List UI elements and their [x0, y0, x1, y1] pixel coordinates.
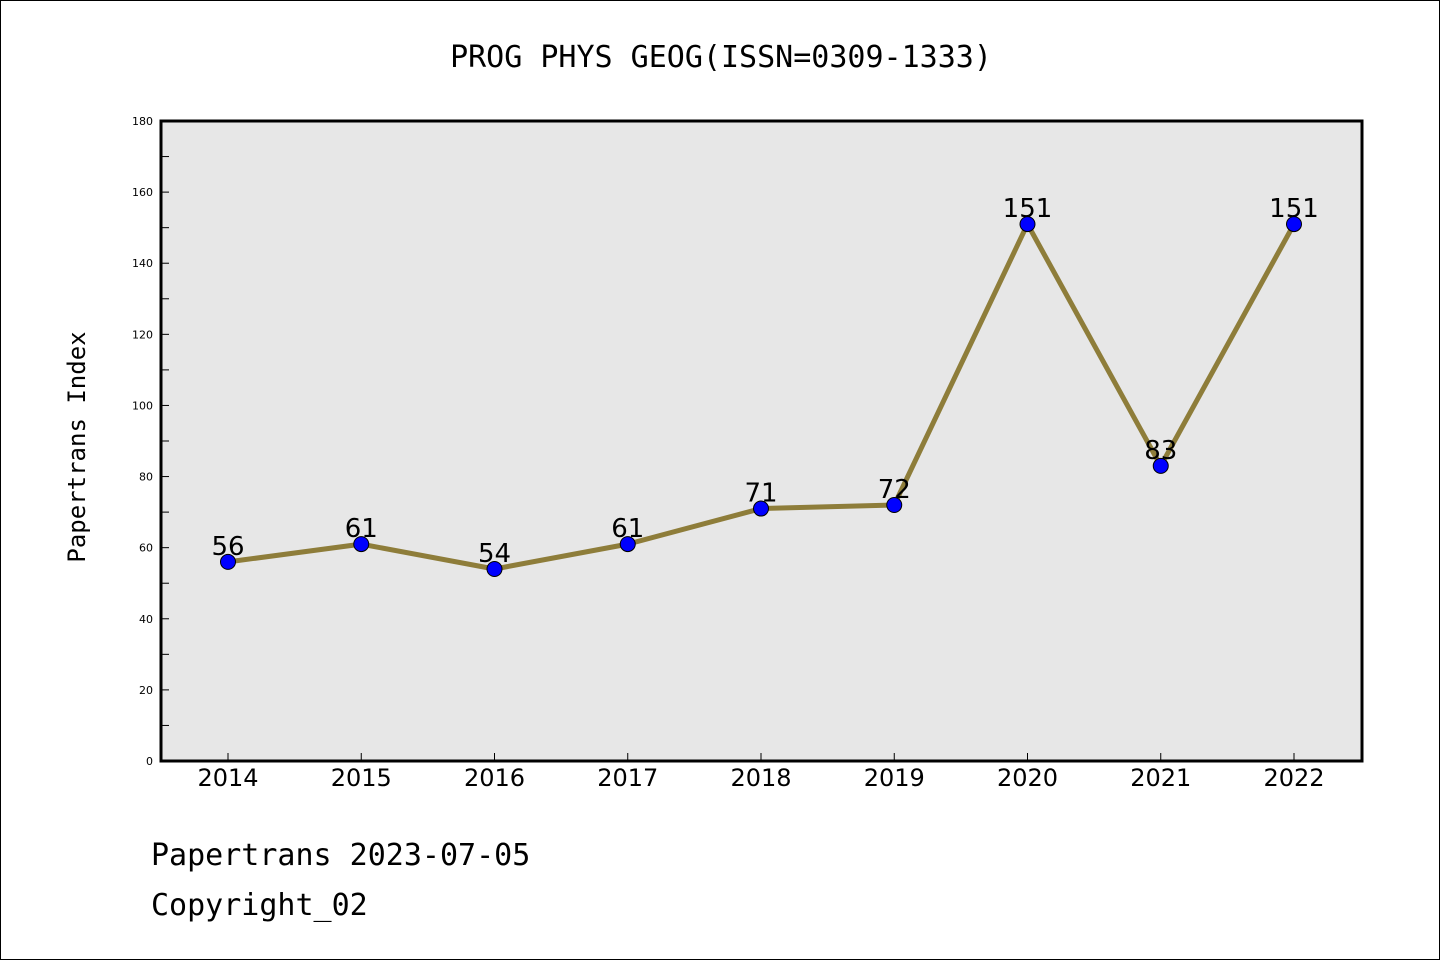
x-tick-label: 2016	[464, 764, 525, 792]
y-tick-label: 20	[139, 684, 153, 697]
marker-group	[220, 216, 1302, 577]
y-tick-label: 180	[132, 115, 153, 128]
data-point	[1286, 216, 1302, 233]
x-tick-label: 2018	[730, 764, 791, 792]
data-point	[486, 561, 503, 577]
y-tick-label: 80	[139, 471, 153, 484]
x-tick-label: 2021	[1130, 764, 1191, 792]
x-tick-label: 2022	[1263, 764, 1324, 792]
chart-title: PROG PHYS GEOG(ISSN=0309-1333)	[450, 40, 992, 75]
y-tick-label: 0	[146, 755, 153, 768]
footer-copyright: Copyright_02	[151, 888, 368, 923]
data-point	[353, 536, 370, 553]
data-point	[619, 536, 636, 553]
data-point	[220, 553, 236, 570]
x-axis: 2014 2015 2016 2017 2018 2019 2020 2021 2022	[197, 753, 1325, 792]
data-point	[753, 500, 769, 517]
x-tick-label: 2017	[597, 764, 658, 792]
y-axis-label: Papertrans Index	[63, 331, 91, 562]
y-tick-label: 40	[139, 613, 153, 626]
y-tick-label: 100	[132, 399, 153, 412]
y-axis: 0 20 40 60 80 100 120 140 160 180	[132, 115, 169, 768]
footer-date: Papertrans 2023-07-05	[151, 838, 530, 873]
y-tick-label: 160	[132, 186, 153, 199]
x-tick-label: 2015	[331, 764, 392, 792]
data-point	[886, 497, 903, 513]
y-tick-label: 120	[132, 328, 153, 341]
y-tick-label: 140	[132, 257, 153, 270]
plot-area	[159, 119, 1364, 763]
x-tick-label: 2019	[864, 764, 925, 792]
data-point	[1152, 457, 1169, 474]
y-tick-label: 60	[139, 542, 153, 555]
x-tick-label: 2020	[997, 764, 1058, 792]
data-point	[1019, 216, 1036, 233]
x-tick-label: 2014	[197, 764, 258, 792]
